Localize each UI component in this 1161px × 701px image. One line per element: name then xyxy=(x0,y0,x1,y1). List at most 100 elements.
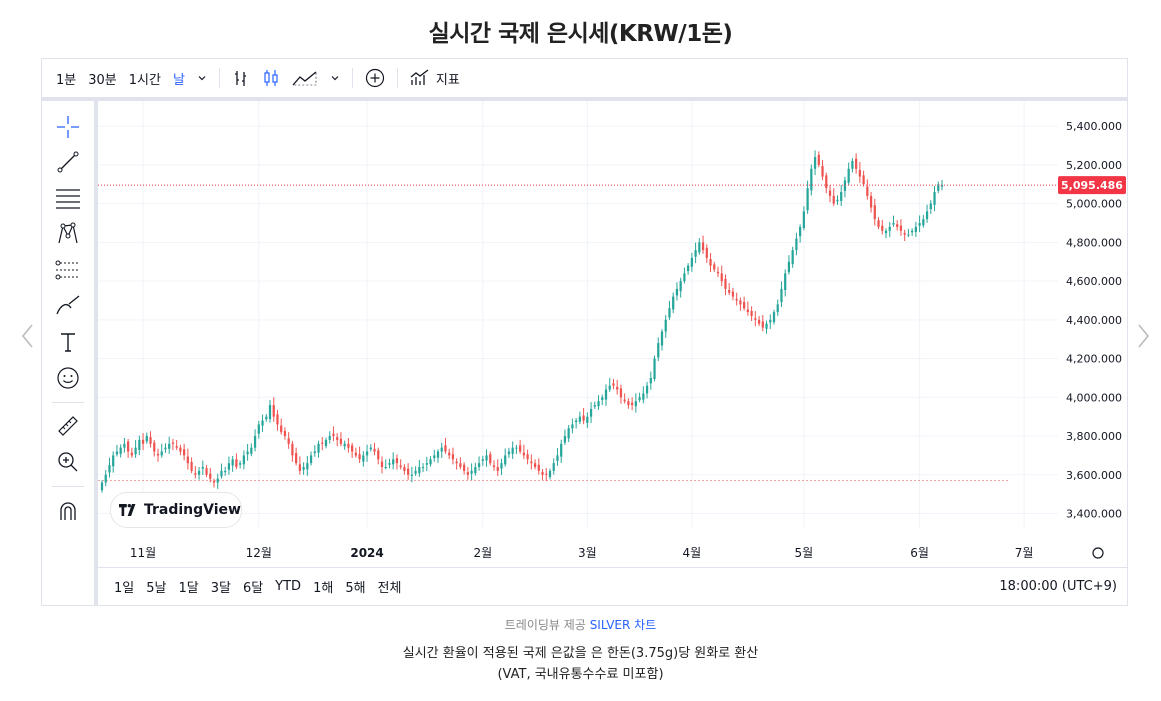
range-5d[interactable]: 5날 xyxy=(146,581,167,596)
candle-body xyxy=(918,223,921,226)
candle-body xyxy=(313,451,316,454)
candle-body xyxy=(403,467,406,471)
candle-body xyxy=(922,219,925,226)
chevron-down-icon[interactable] xyxy=(191,59,213,97)
candle-body xyxy=(369,447,372,450)
candle-body xyxy=(929,203,932,210)
candle-body xyxy=(526,454,529,460)
candle-body xyxy=(377,450,380,460)
candle-body xyxy=(399,465,402,468)
candle-body xyxy=(425,463,428,465)
candle-body xyxy=(183,449,186,456)
chart-type-chevron-icon[interactable] xyxy=(324,59,346,97)
x-tick-label: 2월 xyxy=(473,546,492,560)
candle-body xyxy=(253,436,257,448)
settings-icon[interactable] xyxy=(1092,547,1104,559)
candle-body xyxy=(205,468,208,475)
bar-chart-icon[interactable] xyxy=(226,59,256,97)
candle-body xyxy=(231,459,234,466)
candle-body xyxy=(840,192,843,201)
candle-body xyxy=(884,230,888,234)
candle-body xyxy=(250,447,253,454)
range-ytd[interactable]: YTD xyxy=(275,579,302,594)
candles-icon[interactable] xyxy=(256,59,286,97)
y-tick-label: 4,200.000 xyxy=(1066,353,1122,366)
interval-day[interactable]: 날 xyxy=(172,72,185,88)
range-all[interactable]: 전체 xyxy=(377,581,402,596)
range-1d[interactable]: 1일 xyxy=(114,581,135,596)
tradingview-watermark[interactable]: TradingView xyxy=(110,492,242,528)
crosshair-icon[interactable] xyxy=(54,113,82,141)
candle-body xyxy=(201,467,204,469)
candle-body xyxy=(407,468,410,475)
ruler-icon[interactable] xyxy=(54,412,82,440)
candle-body xyxy=(660,331,664,346)
candle-body xyxy=(597,401,600,407)
prev-arrow-icon[interactable] xyxy=(18,322,38,350)
candle-body xyxy=(940,185,944,187)
candle-body xyxy=(332,433,335,437)
projection-icon[interactable] xyxy=(54,256,82,284)
interval-1m[interactable]: 1분 xyxy=(56,72,77,88)
candle-body xyxy=(612,383,615,386)
candle-body xyxy=(388,463,391,465)
last-price-badge xyxy=(1058,176,1126,195)
candle-body xyxy=(795,238,798,251)
candle-body xyxy=(302,467,305,470)
trend-line-icon[interactable] xyxy=(54,148,82,176)
range-5y[interactable]: 5해 xyxy=(345,581,366,596)
candle-body xyxy=(298,464,301,471)
candle-body xyxy=(463,464,466,471)
candle-body xyxy=(575,420,578,423)
candle-body xyxy=(347,443,350,448)
emoji-icon[interactable] xyxy=(54,364,82,392)
candle-body xyxy=(851,161,854,169)
candle-body xyxy=(440,447,443,452)
candle-body xyxy=(268,405,272,419)
range-1m[interactable]: 1달 xyxy=(178,581,199,596)
candle-body xyxy=(474,467,477,474)
candle-body xyxy=(586,416,589,423)
fib-lines-icon[interactable] xyxy=(54,184,82,212)
timezone-label[interactable]: 18:00:00 (UTC+9) xyxy=(999,579,1117,594)
x-tick-label: 3월 xyxy=(578,546,597,560)
add-compare-icon[interactable] xyxy=(359,59,391,97)
candle-body xyxy=(504,455,507,465)
candle-body xyxy=(903,233,906,235)
candle-body xyxy=(246,451,249,455)
range-1y[interactable]: 1해 xyxy=(313,581,334,596)
candle-body xyxy=(470,470,473,474)
source-prefix: 트레이딩뷰 제공 xyxy=(504,618,586,632)
candle-body xyxy=(653,358,656,380)
interval-30m[interactable]: 30분 xyxy=(88,72,117,88)
pattern-icon[interactable] xyxy=(54,220,82,248)
candle-body xyxy=(309,455,313,464)
candle-body xyxy=(410,474,413,476)
candle-body xyxy=(239,463,242,465)
candle-body xyxy=(265,416,268,420)
silver-chart-link[interactable]: SILVER 차트 xyxy=(589,618,657,632)
candle-body xyxy=(533,463,537,468)
zoom-in-icon[interactable] xyxy=(54,448,82,476)
range-6m[interactable]: 6달 xyxy=(242,581,264,596)
candle-body xyxy=(444,445,447,452)
candle-body xyxy=(757,319,761,324)
candle-body xyxy=(156,453,160,456)
candle-body xyxy=(881,225,884,231)
x-tick-label: 6월 xyxy=(910,546,929,560)
candle-body xyxy=(485,455,488,461)
candle-body xyxy=(724,278,727,289)
candle-body xyxy=(541,472,544,475)
candlestick-chart[interactable]: 5,095.486 5,400.000 5,200.000 5,000.000 4,80… xyxy=(98,101,1128,569)
candle-body xyxy=(459,463,462,468)
candle-body xyxy=(212,480,216,483)
magnet-icon[interactable] xyxy=(54,497,82,525)
indicators-button[interactable]: 지표 xyxy=(404,59,466,97)
text-icon[interactable] xyxy=(54,328,82,356)
brush-icon[interactable] xyxy=(54,292,82,320)
interval-1h[interactable]: 1시간 xyxy=(128,72,161,88)
area-chart-icon[interactable] xyxy=(286,59,324,97)
range-3m[interactable]: 3달 xyxy=(210,581,231,596)
candle-body xyxy=(354,452,357,456)
next-arrow-icon[interactable] xyxy=(1133,322,1153,350)
